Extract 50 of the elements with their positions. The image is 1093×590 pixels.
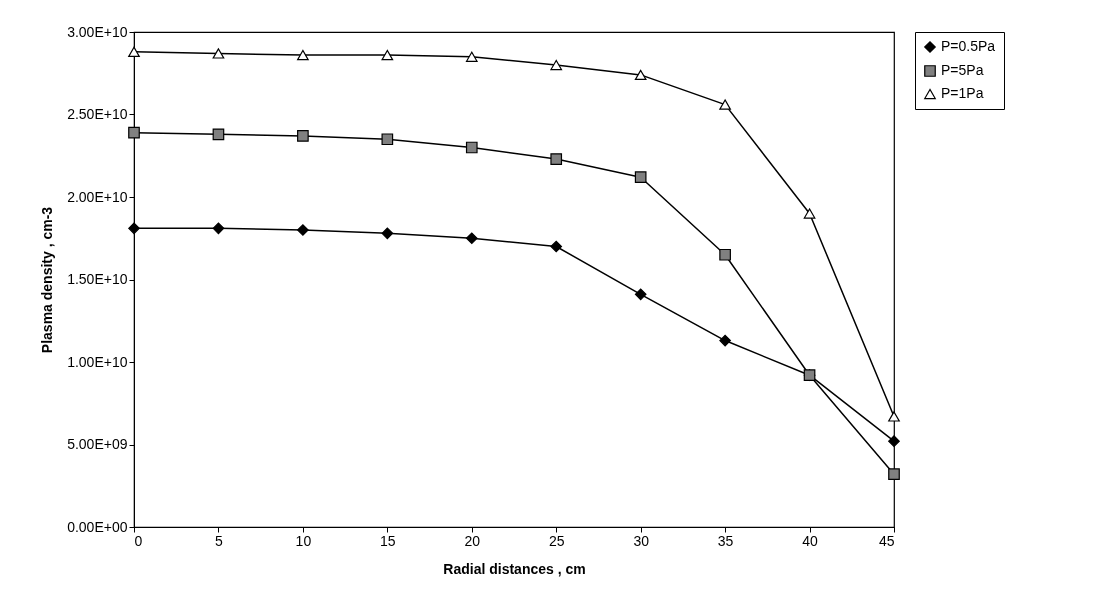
y-tick-label: 1.50E+10 xyxy=(67,271,128,287)
x-tick-label: 30 xyxy=(633,532,650,549)
point xyxy=(634,171,647,184)
point xyxy=(297,130,309,142)
point xyxy=(212,128,225,141)
point xyxy=(465,232,478,245)
legend-label: P=1Pa xyxy=(941,85,984,101)
y-tick-label: 5.00E+09 xyxy=(67,436,128,452)
point xyxy=(297,49,309,61)
point xyxy=(550,153,563,165)
x-tick-label: 35 xyxy=(717,532,734,549)
x-tick-label: 45 xyxy=(878,532,895,549)
point xyxy=(634,69,647,81)
point xyxy=(634,288,647,301)
point xyxy=(212,222,225,235)
point xyxy=(803,208,816,219)
point xyxy=(888,411,900,422)
point xyxy=(888,435,900,448)
y-tick-label: 2.00E+10 xyxy=(67,188,128,205)
x-tick-label: 10 xyxy=(295,532,312,549)
x-tick-label: 15 xyxy=(380,532,396,549)
y-tick-label: 1.00E+10 xyxy=(67,353,128,370)
point xyxy=(550,240,563,253)
x-tick-label: 25 xyxy=(548,532,565,549)
legend-label: P=5Pa xyxy=(941,62,984,78)
point xyxy=(212,48,225,59)
x-tick-label: 5 xyxy=(215,532,224,549)
point xyxy=(465,51,478,62)
x-tick-label: 0 xyxy=(134,532,143,549)
x-tick-label: 40 xyxy=(802,532,819,549)
point xyxy=(297,224,309,236)
point xyxy=(381,49,394,61)
point xyxy=(719,248,731,261)
point xyxy=(719,99,731,110)
point xyxy=(719,334,731,347)
point xyxy=(128,222,140,235)
point xyxy=(465,141,478,154)
point xyxy=(128,126,140,139)
point xyxy=(381,227,394,240)
point xyxy=(128,46,140,57)
point xyxy=(888,468,900,481)
y-axis-title: Plasma density , cm-3 xyxy=(39,206,56,354)
point xyxy=(550,59,563,71)
y-tick-label: 3.00E+10 xyxy=(67,23,128,40)
x-axis-title: Radial distances , cm xyxy=(443,560,586,577)
point xyxy=(381,133,394,146)
y-tick-label: 0.00E+00 xyxy=(67,518,128,535)
legend-label: P=0.5Pa xyxy=(941,38,996,54)
y-tick-label: 2.50E+10 xyxy=(67,106,128,122)
x-tick-label: 20 xyxy=(464,532,481,549)
